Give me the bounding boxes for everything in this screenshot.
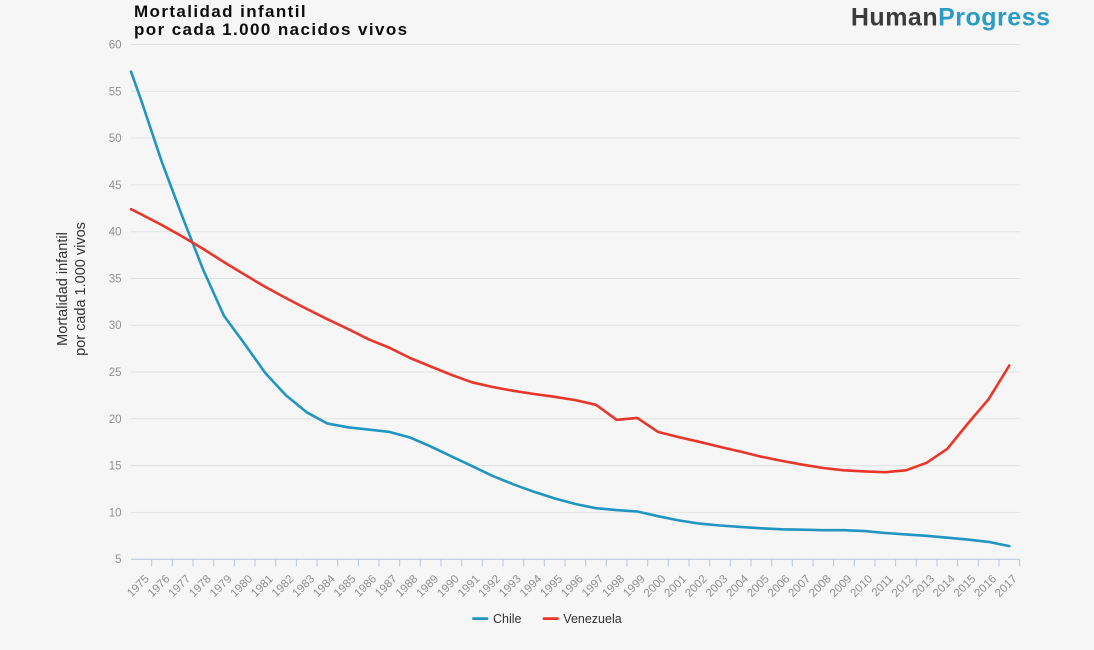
svg-text:55: 55 bbox=[109, 86, 122, 98]
svg-text:60: 60 bbox=[109, 40, 122, 52]
svg-text:por cada 1.000 nacidos vivos: por cada 1.000 nacidos vivos bbox=[134, 20, 408, 39]
svg-text:30: 30 bbox=[109, 320, 122, 332]
svg-text:20: 20 bbox=[109, 414, 122, 426]
svg-text:10: 10 bbox=[109, 507, 122, 519]
svg-text:35: 35 bbox=[109, 274, 122, 286]
svg-text:50: 50 bbox=[109, 133, 122, 145]
svg-text:Mortalidad infantil: Mortalidad infantil bbox=[134, 2, 307, 21]
svg-text:Chile: Chile bbox=[493, 612, 522, 626]
svg-text:5: 5 bbox=[115, 554, 121, 566]
svg-text:HumanProgress: HumanProgress bbox=[851, 4, 1051, 32]
svg-text:40: 40 bbox=[109, 227, 122, 239]
svg-text:Venezuela: Venezuela bbox=[563, 612, 621, 626]
svg-text:Mortalidad infantil: Mortalidad infantil bbox=[55, 232, 71, 346]
svg-text:por cada 1.000 vivos: por cada 1.000 vivos bbox=[73, 222, 89, 356]
svg-text:15: 15 bbox=[109, 461, 122, 473]
svg-text:45: 45 bbox=[109, 180, 122, 192]
svg-text:25: 25 bbox=[109, 367, 122, 379]
